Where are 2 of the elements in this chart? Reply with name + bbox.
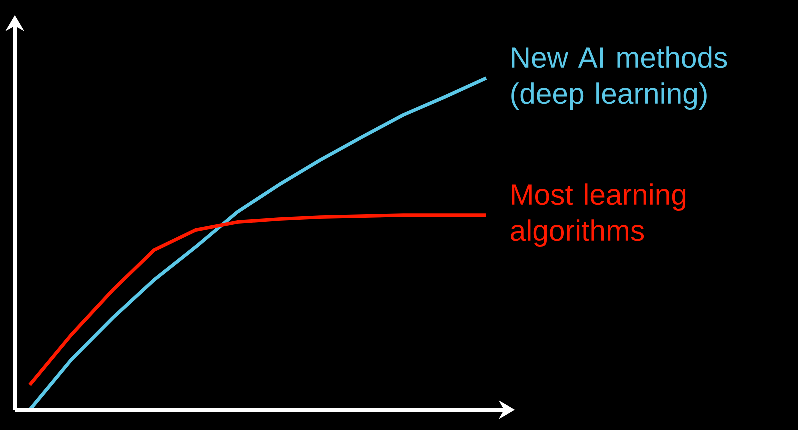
series-label: New AI methods (deep learning) [512, 46, 728, 110]
series-label: Most learning algorithms [511, 184, 686, 247]
